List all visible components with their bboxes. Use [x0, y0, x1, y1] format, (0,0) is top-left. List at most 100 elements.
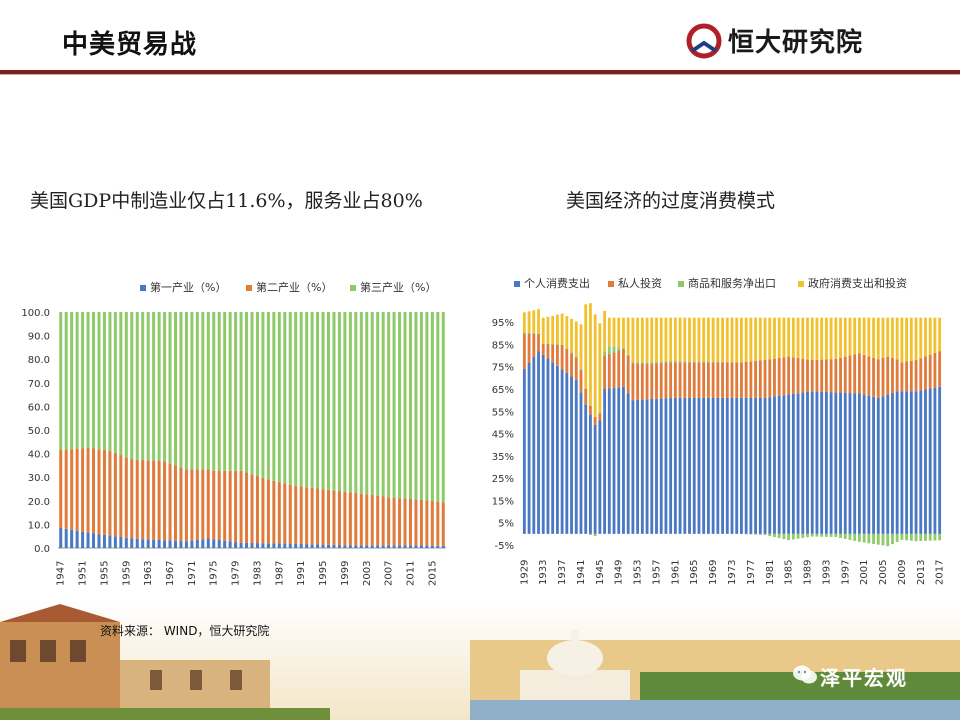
bar-segment [195, 312, 199, 470]
bar-segment [938, 351, 942, 387]
bar-segment [59, 312, 63, 451]
bar-segment [97, 312, 101, 450]
bar-segment [754, 360, 758, 398]
bar-segment [702, 397, 706, 534]
bar-segment [924, 356, 927, 390]
bar-segment [664, 398, 668, 534]
y-tick-label: 95% [492, 318, 514, 329]
bar-segment [640, 362, 644, 364]
bar-segment [735, 317, 739, 363]
bar-segment [119, 455, 123, 538]
bar-segment [316, 312, 320, 489]
bar-segment [64, 528, 68, 548]
x-tick-label: 1945 [595, 560, 606, 585]
bar-segment [843, 533, 847, 539]
bar-segment [173, 540, 177, 548]
bar-segment [579, 324, 583, 369]
y-tick-label: 30.0 [28, 473, 50, 484]
header-divider-thin [0, 74, 960, 75]
bar-segment [853, 393, 857, 534]
bar-segment [239, 470, 243, 543]
bar-segment [593, 314, 597, 417]
bar-segment [387, 497, 391, 546]
bar-segment [924, 317, 927, 357]
bar-segment [636, 363, 640, 400]
bar-segment [436, 545, 440, 548]
legend-label: 政府消费支出和投资 [808, 276, 907, 290]
bar-segment [288, 312, 292, 485]
bar-segment [337, 312, 341, 492]
bar-segment [574, 380, 578, 534]
bar-segment [348, 545, 352, 548]
bar-segment [834, 358, 838, 393]
bar-segment [858, 393, 861, 534]
bar-segment [886, 394, 890, 534]
bar-segment [744, 361, 748, 398]
x-tick-label: 1971 [187, 561, 198, 586]
bar-segment [697, 362, 701, 398]
bar-segment [327, 312, 331, 490]
bar-segment [777, 533, 781, 539]
bar-segment [403, 498, 407, 546]
legend-item: 第二产业（%） [246, 280, 332, 294]
bar-segment [735, 397, 739, 534]
bar-segment [824, 391, 828, 534]
x-tick-label: 2001 [859, 560, 870, 585]
bar-segment [796, 358, 800, 394]
bar-segment [924, 533, 927, 541]
bar-segment [848, 533, 852, 540]
bar-segment [607, 317, 611, 347]
bar-segment [119, 537, 123, 548]
bar-segment [108, 450, 112, 536]
bar-segment [858, 533, 861, 542]
bar-segment [223, 312, 227, 471]
bar-segment [843, 356, 847, 393]
bar-segment [612, 317, 616, 347]
source-note: 资料来源： WIND，恒大研究院 [100, 624, 270, 638]
bar-segment [81, 312, 85, 449]
bar-segment [250, 474, 254, 543]
bar-segment [261, 312, 265, 478]
bar-segment [626, 317, 630, 355]
bar-segment [664, 317, 668, 362]
bar-segment [754, 397, 758, 534]
bar-segment [102, 449, 106, 535]
bar-segment [190, 312, 194, 470]
bar-segment [683, 362, 687, 398]
bar-segment [119, 312, 123, 456]
bar-segment [565, 372, 569, 534]
bar-segment [697, 397, 701, 534]
bar-segment [815, 533, 819, 537]
x-tick-label: 1963 [143, 561, 154, 586]
x-tick-label: 1949 [614, 560, 625, 585]
y-tick-label: -5% [495, 541, 514, 552]
bar-segment [255, 476, 259, 544]
x-tick-label: 1961 [670, 560, 681, 585]
bar-segment [744, 317, 748, 362]
bar-segment [70, 312, 74, 450]
bar-segment [782, 395, 786, 534]
bar-segment [636, 399, 640, 534]
bar-segment [425, 312, 429, 501]
bar-segment [113, 452, 117, 537]
bar-segment [598, 413, 602, 421]
bar-segment [607, 353, 611, 389]
bar-segment [891, 317, 894, 358]
bar-segment [579, 368, 583, 371]
bar-segment [650, 399, 654, 534]
logo-icon [686, 23, 722, 58]
y-tick-label: 20.0 [28, 497, 50, 508]
y-tick-label: 75% [492, 363, 514, 374]
bar-segment [895, 391, 899, 534]
bar-segment [343, 545, 347, 548]
right-chart-subtitle: 美国经济的过度消费模式 [566, 190, 776, 212]
bar-segment [853, 354, 857, 394]
bar-segment [332, 490, 336, 545]
bar-segment [239, 542, 243, 548]
x-tick-label: 2005 [878, 560, 889, 585]
bar-segment [919, 390, 923, 534]
bar-segment [234, 542, 238, 548]
bar-segment [928, 388, 932, 534]
bar-segment [664, 361, 668, 363]
bar-segment [541, 317, 545, 344]
